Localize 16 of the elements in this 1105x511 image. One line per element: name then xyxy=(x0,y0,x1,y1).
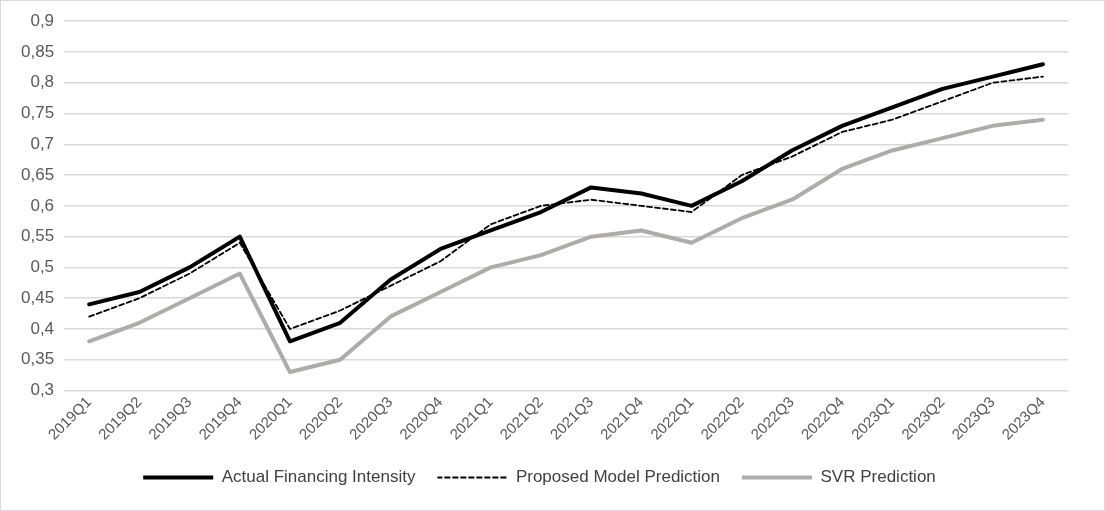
y-tick-label: 0,35 xyxy=(20,349,55,369)
y-tick-label: 0,7 xyxy=(30,134,55,153)
y-tick-label: 0,4 xyxy=(30,318,55,338)
legend-label: Actual Financing Intensity xyxy=(221,467,416,487)
y-tick-label: 0,5 xyxy=(30,257,55,277)
y-tick-label: 0,3 xyxy=(30,380,55,400)
y-tick-label: 0,45 xyxy=(20,287,55,307)
y-tick-label: 0,8 xyxy=(30,72,55,92)
legend-label: SVR Prediction xyxy=(820,467,936,487)
y-tick-label: 0,85 xyxy=(20,41,55,61)
y-tick-label: 0,65 xyxy=(20,164,55,184)
y-tick-label: 0,55 xyxy=(20,226,55,246)
y-tick-label: 0,6 xyxy=(30,195,55,215)
legend-label: Proposed Model Prediction xyxy=(515,467,721,487)
y-tick-label: 0,75 xyxy=(20,103,55,123)
y-tick-label: 0,9 xyxy=(30,10,55,30)
